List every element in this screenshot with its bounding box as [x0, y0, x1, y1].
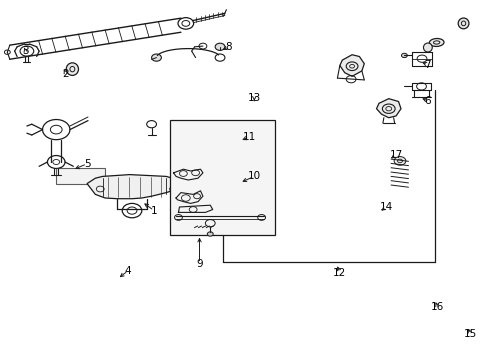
- Polygon shape: [87, 175, 183, 199]
- Ellipse shape: [66, 63, 78, 76]
- Text: 8: 8: [225, 42, 232, 52]
- Text: 1: 1: [150, 206, 157, 216]
- Bar: [170, 120, 275, 235]
- Text: 17: 17: [388, 150, 402, 160]
- Text: 10: 10: [247, 171, 260, 181]
- Text: 7: 7: [424, 60, 430, 70]
- Circle shape: [207, 232, 213, 236]
- Text: 2: 2: [62, 69, 69, 79]
- Text: 6: 6: [424, 96, 430, 106]
- Text: 3: 3: [22, 46, 29, 56]
- Circle shape: [401, 53, 407, 58]
- Text: 13: 13: [247, 93, 261, 103]
- Text: 5: 5: [83, 159, 90, 169]
- Polygon shape: [339, 55, 364, 76]
- Text: 9: 9: [196, 258, 203, 269]
- Ellipse shape: [457, 18, 468, 29]
- Circle shape: [393, 157, 405, 165]
- Bar: [56, 168, 105, 184]
- Text: 12: 12: [332, 268, 346, 278]
- Text: 16: 16: [430, 302, 444, 312]
- Text: 14: 14: [379, 202, 392, 212]
- Ellipse shape: [428, 39, 443, 46]
- Circle shape: [215, 43, 224, 50]
- Circle shape: [151, 54, 161, 61]
- Text: 4: 4: [124, 266, 131, 276]
- Ellipse shape: [423, 43, 431, 52]
- Polygon shape: [376, 99, 400, 118]
- Text: 15: 15: [463, 329, 476, 339]
- Text: 11: 11: [242, 132, 256, 142]
